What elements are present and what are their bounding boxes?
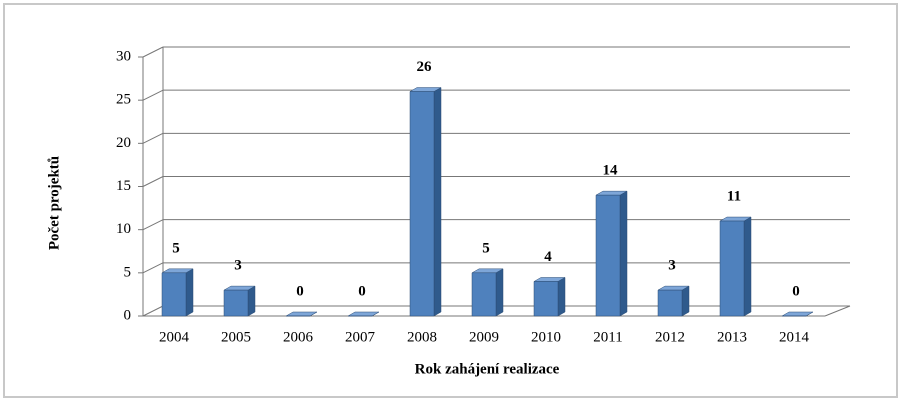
bar-side: [557, 277, 566, 317]
data-label: 0: [792, 283, 800, 299]
grid-line: [142, 46, 164, 58]
data-label: 4: [544, 249, 552, 265]
y-axis-title: Počet projektů: [46, 156, 62, 250]
x-tick-label: 2014: [779, 329, 810, 345]
bar-front: [161, 272, 187, 317]
bar: [533, 277, 566, 317]
grid-line: [142, 262, 164, 274]
bar-front: [719, 220, 745, 317]
bar: [223, 285, 256, 317]
data-label: 0: [358, 283, 366, 299]
x-tick-label: 2010: [531, 329, 561, 345]
data-label: 5: [172, 240, 180, 256]
bar: [471, 268, 504, 317]
y-tick-label: 30: [116, 48, 131, 64]
x-tick-label: 2011: [593, 329, 622, 345]
grid-line: [142, 176, 164, 187]
bar-side: [495, 268, 504, 317]
y-tick-label: 5: [124, 264, 132, 280]
x-tick-label: 2009: [469, 329, 499, 345]
bar: [657, 285, 690, 317]
data-label: 3: [668, 258, 676, 274]
floor-right: [824, 305, 851, 317]
data-label: 3: [234, 258, 242, 274]
y-tick-label: 0: [124, 307, 132, 323]
grid-line: [142, 305, 164, 317]
bar-side: [433, 87, 442, 317]
grid-line: [142, 89, 164, 101]
x-tick-label: 2005: [221, 329, 251, 345]
x-tick-label: 2007: [345, 329, 376, 345]
x-axis-title: Rok zahájení realizace: [415, 361, 560, 377]
bar: [781, 311, 814, 317]
bar-side: [743, 216, 752, 317]
x-tick-label: 2004: [159, 329, 190, 345]
x-tick-label: 2006: [283, 329, 314, 345]
frame: [3, 3, 898, 398]
x-tick-label: 2012: [655, 329, 685, 345]
bar-front: [471, 272, 497, 317]
x-tick-label: 2013: [717, 329, 747, 345]
y-tick-label: 20: [116, 135, 131, 151]
grid-line: [142, 132, 164, 144]
bar-front: [223, 289, 249, 317]
data-label: 26: [417, 59, 433, 75]
bar-side: [619, 190, 628, 317]
bar: [347, 311, 380, 317]
bar: [595, 190, 628, 317]
bar: [161, 268, 194, 317]
bar-side: [681, 285, 690, 317]
bar: [285, 311, 318, 317]
data-label: 11: [727, 188, 741, 204]
bar: [719, 216, 752, 317]
y-tick-label: 10: [116, 221, 131, 237]
y-tick-label: 25: [116, 92, 131, 108]
bar-side: [185, 268, 194, 317]
data-label: 5: [482, 240, 490, 256]
bar-front: [409, 91, 435, 317]
bar-front: [533, 281, 559, 317]
bar: [409, 87, 442, 317]
bar-front: [595, 194, 621, 317]
x-tick-label: 2008: [407, 329, 437, 345]
bar-side: [247, 285, 256, 317]
data-label: 0: [296, 283, 304, 299]
y-tick-label: 15: [116, 178, 131, 194]
bar-front: [657, 289, 683, 317]
data-label: 14: [603, 163, 619, 179]
grid-line: [142, 219, 164, 231]
